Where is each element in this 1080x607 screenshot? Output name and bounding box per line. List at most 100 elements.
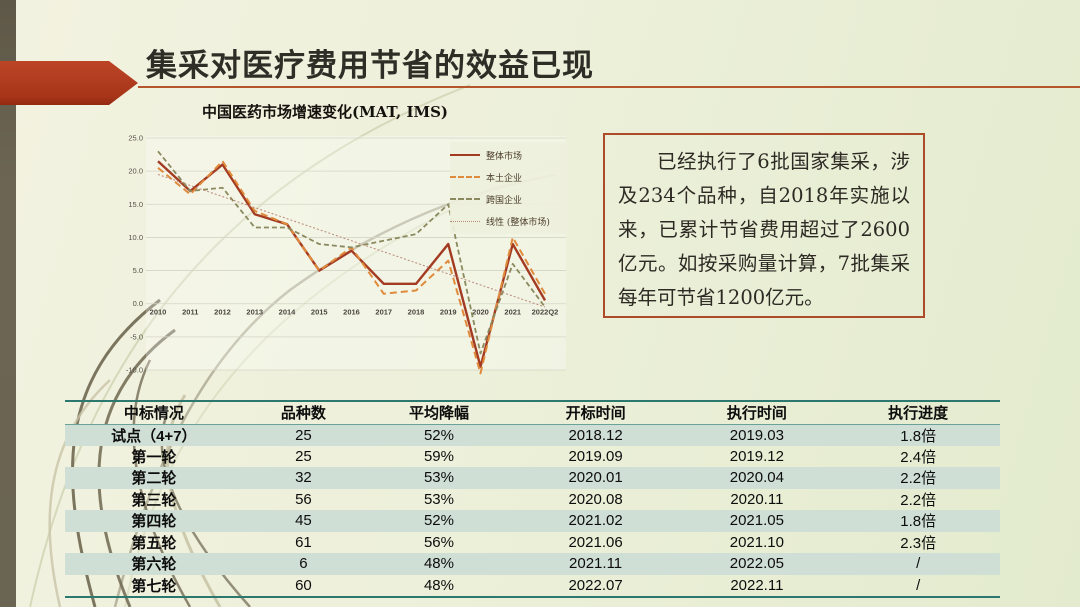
table-cell: 2021.10 [729,533,784,551]
table-cell: 2021.05 [729,512,784,530]
table-cell: 第七轮 [131,577,177,595]
note-text: 已经执行了6批国家集采，涉及234个品种，自2018年实施以来，已累计节省费用超… [618,150,910,309]
y-tick-label: 25.0 [128,134,143,143]
x-tick-label: 2016 [343,308,360,317]
x-tick-label: 2017 [375,308,392,317]
legend-label: 跨国企业 [486,195,523,206]
table-cell: 56% [423,533,454,551]
table-cell: / [916,576,921,594]
table-cell: 61 [295,533,312,551]
table-cell: 第一轮 [131,448,177,466]
y-tick-label: 10.0 [128,233,143,242]
table-cell: 2022.11 [730,576,784,594]
table-cell: 32 [295,469,312,487]
table-cell: 2.2倍 [900,470,937,488]
legend-item: 跨国企业 [450,188,568,210]
table-cell: 48% [423,555,454,573]
table-cell: 2020.01 [568,469,623,487]
y-tick-label: -5.0 [130,332,143,341]
y-tick-label: 0.0 [133,299,143,308]
procurement-summary-table: 中标情况 品种数 平均降幅 开标时间 执行时间 执行进度 试点（4+7） 25 52% 2018… [65,400,1000,598]
table-row: 试点（4+7） 25 52% 2018.12 2019.03 1.8倍 [65,424,1000,446]
legend-line-swatch [450,176,480,178]
legend-item: 本土企业 [450,166,568,188]
table-cell: 59% [423,447,454,465]
table-cell: 2019.09 [568,447,623,465]
title-arrow-shape [0,61,138,105]
x-tick-label: 2015 [311,308,328,317]
x-tick-label: 2011 [182,308,198,317]
table-cell: 53% [423,490,454,508]
y-tick-label: 5.0 [133,266,143,275]
column-header: 平均降幅 [364,401,514,425]
x-tick-label: 2021 [504,308,521,317]
table-cell: 2.4倍 [900,448,937,466]
table-header-row: 中标情况 品种数 平均降幅 开标时间 执行时间 执行进度 [65,401,1000,425]
table-cell: 2.2倍 [900,491,937,509]
left-edge-strip [0,0,16,607]
legend-line-swatch [450,154,480,156]
table-cell: 第六轮 [131,556,177,574]
x-tick-label: 2019 [440,308,457,317]
table-cell: 2022.05 [729,555,784,573]
x-tick-label: 2010 [150,308,167,317]
table-cell: 2019.03 [729,426,784,444]
table-cell: 2020.08 [568,490,623,508]
table-row: 第六轮 6 48% 2021.11 2022.05 / [65,553,1000,575]
table-row: 第四轮 45 52% 2021.02 2021.05 1.8倍 [65,510,1000,532]
legend-label: 线性 (整体市场) [486,217,550,228]
x-tick-label: 2014 [279,308,297,317]
table-cell: 2020.11 [730,490,784,508]
table-cell: 1.8倍 [900,427,937,445]
column-header: 品种数 [242,401,365,425]
table-row: 第一轮 25 59% 2019.09 2019.12 2.4倍 [65,446,1000,468]
column-header: 中标情况 [65,401,243,425]
table-cell: 6 [299,555,308,573]
table-cell: 第三轮 [131,491,177,509]
x-tick-label: 2018 [408,308,425,317]
table-cell: 第四轮 [131,513,177,531]
legend-label: 整体市场 [486,151,523,162]
y-tick-label: 20.0 [128,167,143,176]
table-cell: 2021.02 [568,512,623,530]
table-cell: 2019.12 [729,447,784,465]
table-cell: 52% [423,512,454,530]
table-cell: 2020.04 [729,469,784,487]
page-title: 集采对医疗费用节省的效益已现 [146,48,594,84]
table-cell: / [916,555,921,573]
x-tick-label: 2020 [472,308,489,317]
legend-item: 线性 (整体市场) [450,210,568,232]
table-cell: 48% [423,576,454,594]
table-cell: 2.3倍 [900,534,937,552]
table-cell: 52% [423,426,454,444]
legend-line-swatch [450,198,480,200]
table-cell: 2021.11 [569,555,623,573]
y-tick-label: -10.0 [126,366,143,375]
table-row: 第二轮 32 53% 2020.01 2020.04 2.2倍 [65,467,1000,489]
table-cell: 1.8倍 [900,513,937,531]
legend-label: 本土企业 [486,173,523,184]
table-cell: 25 [295,447,312,465]
x-tick-label: 2013 [246,308,263,317]
table-cell: 25 [295,426,312,444]
table-row: 第五轮 61 56% 2021.06 2021.10 2.3倍 [65,532,1000,554]
table-cell: 56 [295,490,312,508]
table-cell: 2022.07 [568,576,623,594]
x-tick-label: 2022Q2 [532,308,559,317]
chart-legend: 整体市场本土企业跨国企业线性 (整体市场) [450,142,568,234]
table-cell: 第五轮 [131,534,177,552]
y-tick-label: 15.0 [128,200,143,209]
table-cell: 53% [423,469,454,487]
title-underline [138,86,1080,88]
table-cell: 60 [295,576,312,594]
table-row: 第三轮 56 53% 2020.08 2020.11 2.2倍 [65,489,1000,511]
column-header: 执行进度 [836,401,1000,425]
table-row: 第七轮 60 48% 2022.07 2022.11 / [65,575,1000,597]
table-cell: 第二轮 [131,470,177,488]
table-cell: 试点（4+7） [111,427,197,445]
column-header: 执行时间 [677,401,837,425]
x-tick-label: 2012 [214,308,231,317]
table-cell: 2021.06 [568,533,623,551]
legend-item: 整体市场 [450,144,568,166]
market-growth-chart: 中国医药市场增速变化(MAT, IMS) 25.0 20.0 15.0 10.0 5.0… [120,96,572,398]
